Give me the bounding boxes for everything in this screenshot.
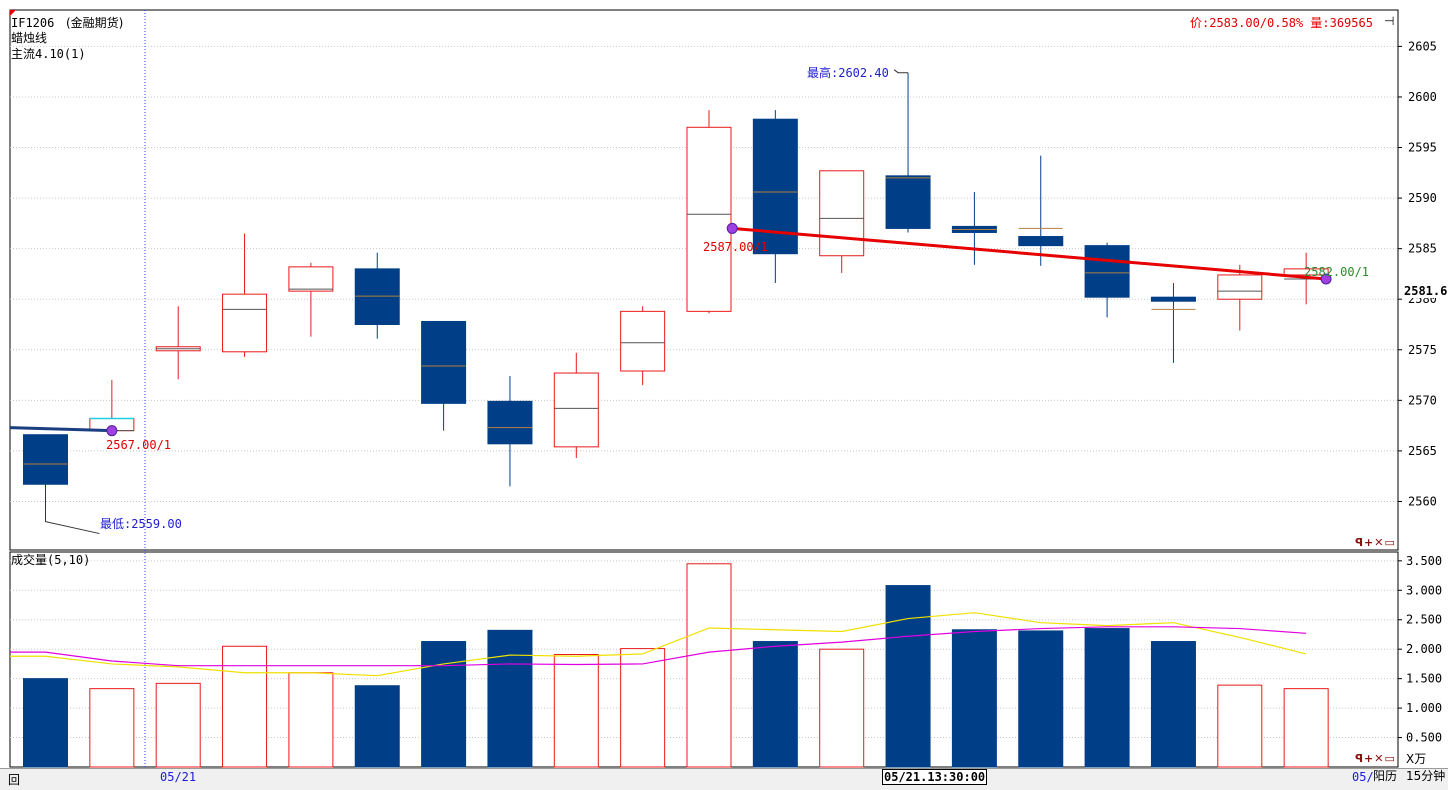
volume-tick-label: 1.500 (1406, 672, 1442, 686)
price-tick-label: 2560 (1408, 494, 1437, 508)
axis-date-left: 05/21 (160, 770, 197, 784)
candle-body-down (885, 175, 931, 229)
price-tick-label: 2605 (1408, 39, 1437, 53)
price-tick-label: 2595 (1408, 141, 1437, 155)
volume-tick-label: 1.000 (1406, 701, 1442, 715)
price-tick-label: 2570 (1408, 393, 1437, 407)
low-annotation: 最低:2559.00 (100, 517, 182, 531)
volume-bar-down (1018, 630, 1064, 768)
candle-body-down (354, 268, 400, 325)
low-leader-line (45, 511, 100, 535)
left-label[interactable]: 回 (8, 773, 21, 787)
volume-bar-up (288, 672, 334, 768)
price-tick-label: 2585 (1408, 242, 1437, 256)
current-price-tag: 2581.6 (1404, 284, 1448, 298)
chart-style-label: 蜡烛线 (11, 31, 48, 45)
volume-ma10-line (10, 626, 1307, 667)
price-panel-tools[interactable]: ꟼ+✕▭ (1355, 536, 1396, 549)
candle-body-down (1150, 296, 1196, 302)
candle-body-up (819, 170, 865, 257)
main-flow-line-red (732, 226, 1327, 281)
indicator-label: 主流4.10(1) (11, 47, 86, 61)
volume-bar-down (23, 678, 68, 768)
high-annotation: 最高:2602.40 (807, 66, 889, 80)
candle-body-up (222, 293, 268, 353)
volume-bar-down (885, 585, 931, 768)
volume-title: 成交量(5,10) (11, 553, 91, 567)
marker-label-2: 2587.00/1 (703, 240, 769, 254)
candle-body-down (1018, 236, 1064, 247)
volume-bar-down (1084, 628, 1130, 768)
symbol-code: IF1206 (11, 16, 55, 30)
price-tick-label: 2565 (1408, 444, 1437, 458)
price-tick-label: 2575 (1408, 343, 1437, 357)
candle-body-up (288, 266, 334, 292)
volume-tick-label: 3.500 (1406, 554, 1442, 568)
volume-bar-down (487, 629, 533, 768)
volume-bar-up (89, 688, 135, 768)
volume-bar-down (354, 685, 400, 768)
chart-canvas[interactable]: 2560256525702575258025852590259526002605… (0, 0, 1448, 768)
volume-tick-label: 3.000 (1406, 583, 1442, 597)
axis-date-right: 05/ (1352, 770, 1374, 784)
volume-bar-up (1283, 688, 1329, 768)
period-selector[interactable]: 15分钟 (1406, 769, 1446, 783)
market-name: (金融期货) (66, 16, 124, 30)
candle-body-up (1283, 268, 1329, 276)
volume-ma5-line (10, 612, 1307, 677)
volume-bar-up (553, 653, 599, 768)
volume-bar-up (686, 563, 732, 768)
volume-bar-down (421, 641, 467, 768)
marker-label-3: 2582.00/1 (1304, 265, 1370, 279)
volume-bar-down (752, 641, 798, 768)
high-leader-line (893, 69, 909, 74)
calendar-toggle[interactable]: 阳历 (1373, 769, 1398, 783)
volume-tick-label: 0.500 (1406, 731, 1442, 745)
candle-body-down (23, 434, 68, 485)
pin-icon[interactable]: ⊣ (1384, 14, 1395, 28)
volume-bar-down (951, 629, 997, 768)
volume-bar-up (1217, 684, 1263, 768)
signal-marker (106, 425, 118, 437)
price-tick-label: 2600 (1408, 90, 1437, 104)
marker-label-1: 2567.00/1 (106, 438, 172, 452)
volume-bar-up (819, 648, 865, 768)
volume-bar-up (620, 648, 666, 768)
volume-panel-tools[interactable]: ꟼ+✕▭ (1355, 752, 1396, 765)
price-tick-label: 2590 (1408, 191, 1437, 205)
volume-unit: X万 (1406, 752, 1427, 766)
corner-marker (10, 10, 16, 16)
main-flow-line-blue (9, 426, 112, 433)
status-bar: 回 05/21 05/21.13:30:00 05/ 阳历 15分钟 (0, 768, 1448, 790)
quote-readout: 价:2583.00/0.58% 量:369565 (1190, 16, 1373, 30)
price-panel-frame (9, 9, 1399, 551)
candle-body-down (421, 320, 467, 404)
volume-bar-up (222, 645, 268, 768)
candle-body-up (620, 310, 666, 372)
volume-tick-label: 2.000 (1406, 642, 1442, 656)
candle-body-down (487, 400, 533, 445)
signal-marker (1320, 273, 1332, 285)
candle-body-up (686, 126, 732, 312)
candle-body-up (553, 372, 599, 448)
candle-body-up (1217, 274, 1263, 300)
cursor-time: 05/21.13:30:00 (882, 769, 988, 785)
signal-marker (726, 222, 738, 234)
volume-tick-label: 2.500 (1406, 613, 1442, 627)
candle-body-down (1084, 245, 1130, 298)
volume-bar-down (1150, 641, 1196, 768)
volume-bar-up (155, 682, 201, 768)
